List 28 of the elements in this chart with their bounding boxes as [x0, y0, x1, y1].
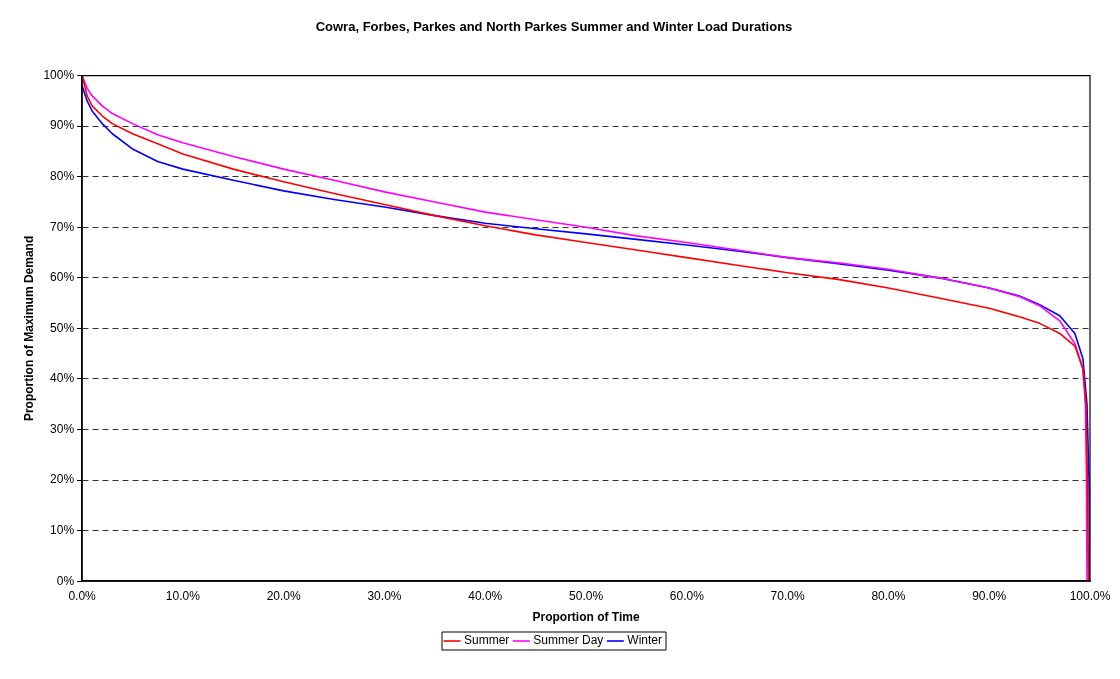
x-tick-label: 50.0% [569, 588, 604, 603]
x-axis-title: Proportion of Time [532, 610, 640, 625]
legend-label: Winter [627, 633, 663, 648]
x-tick-label: 80.0% [871, 588, 906, 603]
x-tick-label: 90.0% [972, 588, 1007, 603]
x-tick-label: 40.0% [468, 588, 503, 603]
x-tick-label: 10.0% [165, 588, 201, 603]
y-tick-label: 60% [50, 270, 75, 285]
y-tick-label: 50% [50, 320, 75, 335]
y-axis-title: Proportion of Maximum Demand [21, 235, 36, 422]
x-tick-label: 0.0% [68, 588, 97, 603]
x-tick-label: 20.0% [266, 588, 302, 603]
legend-label: Summer [463, 633, 510, 648]
y-tick-label: 10% [50, 522, 75, 537]
y-tick-label: 20% [50, 472, 75, 487]
legend-label: Summer Day [533, 633, 604, 648]
x-tick-label: 30.0% [367, 588, 402, 603]
y-tick-label: 40% [50, 371, 75, 386]
y-tick-label: 0% [56, 573, 75, 588]
x-tick-label: 70.0% [770, 588, 805, 603]
y-tick-label: 80% [50, 169, 75, 184]
chart-title: Cowra, Forbes, Parkes and North Parkes Summer and Winter Load Durations [315, 19, 793, 35]
y-tick-label: 30% [50, 421, 75, 436]
y-tick-label: 70% [50, 219, 75, 234]
y-tick-label: 90% [50, 118, 75, 133]
x-tick-label: 60.0% [669, 588, 705, 603]
x-tick-label: 100.0% [1069, 588, 1111, 603]
y-tick-label: 100% [43, 67, 75, 82]
